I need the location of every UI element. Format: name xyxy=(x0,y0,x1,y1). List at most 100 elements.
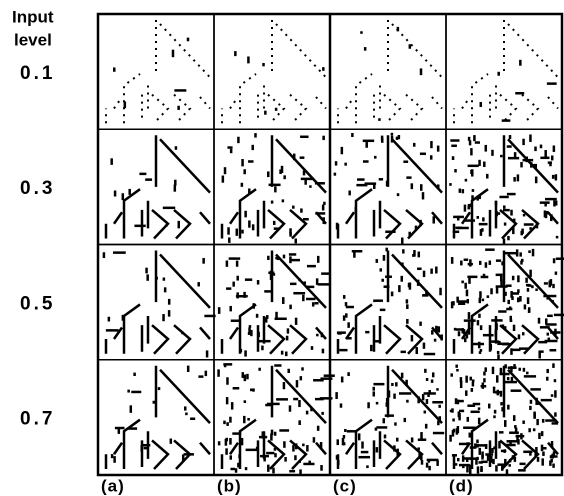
noise-dot xyxy=(235,294,248,298)
noise-dot xyxy=(335,392,338,400)
noise-dot xyxy=(239,348,243,353)
noise-dot xyxy=(451,430,455,437)
noise-dot xyxy=(478,297,482,304)
noise-dot xyxy=(491,319,503,322)
noise-dot xyxy=(509,315,513,322)
noise-dot xyxy=(460,260,463,266)
motif-staircase xyxy=(336,188,382,239)
noise-dot xyxy=(431,330,434,335)
motif-staircase xyxy=(104,303,150,354)
noise-dot xyxy=(518,367,521,371)
noise-dot xyxy=(289,231,292,237)
noise-dot xyxy=(436,145,440,152)
noise-dot xyxy=(481,451,484,458)
noise-dot xyxy=(110,454,114,459)
noise-dot xyxy=(512,324,516,332)
noise-dot xyxy=(538,350,544,353)
noise-dot xyxy=(552,451,556,456)
noise-dot xyxy=(113,67,116,72)
noise-dot xyxy=(339,348,348,352)
noise-dot xyxy=(478,222,488,226)
noise-dot xyxy=(177,220,181,229)
noise-dot xyxy=(174,89,187,92)
noise-dot xyxy=(236,275,239,281)
noise-dot xyxy=(407,282,411,288)
pattern-cell xyxy=(213,359,335,476)
noise-dot xyxy=(463,204,467,212)
noise-dot xyxy=(276,398,288,401)
noise-dot xyxy=(491,447,494,454)
noise-dot xyxy=(451,454,457,457)
noise-dot xyxy=(489,343,493,351)
noise-dot xyxy=(112,251,126,254)
pattern-cell xyxy=(329,13,447,130)
noise-dot xyxy=(113,190,117,197)
noise-dot xyxy=(471,189,475,192)
noise-dot xyxy=(512,227,515,235)
noise-dot xyxy=(289,282,297,286)
noise-dot xyxy=(336,439,340,446)
noise-dot xyxy=(521,332,525,336)
noise-dot xyxy=(373,299,376,303)
noise-dot xyxy=(298,400,301,408)
noise-dot xyxy=(367,402,370,409)
noise-dot xyxy=(543,294,557,298)
noise-dot xyxy=(504,380,517,384)
noise-dot xyxy=(530,162,533,168)
noise-dot xyxy=(549,455,553,459)
noise-dot xyxy=(497,354,500,361)
motif-staircase xyxy=(220,418,266,469)
noise-dot xyxy=(403,160,409,163)
noise-dot xyxy=(554,390,557,398)
noise-dot xyxy=(511,275,515,281)
noise-dot xyxy=(531,248,535,257)
noise-dot xyxy=(482,333,494,337)
noise-dot xyxy=(244,350,247,357)
noise-dot xyxy=(171,49,175,58)
noise-dot xyxy=(464,178,468,182)
noise-dot xyxy=(550,214,553,219)
noise-dot xyxy=(506,284,512,287)
noise-dot xyxy=(430,268,433,274)
noise-dot xyxy=(267,464,270,472)
noise-dot xyxy=(204,314,216,318)
noise-dot xyxy=(464,282,467,289)
noise-dot xyxy=(357,433,361,441)
noise-dot xyxy=(502,238,506,246)
noise-dot xyxy=(535,221,539,229)
noise-dot xyxy=(533,413,536,419)
noise-dot xyxy=(248,325,252,328)
noise-dot xyxy=(302,217,309,221)
noise-dot xyxy=(528,250,531,254)
noise-dot xyxy=(493,446,496,450)
noise-dot xyxy=(432,216,435,224)
noise-dot xyxy=(164,224,168,227)
noise-dot xyxy=(436,388,439,391)
noise-dot xyxy=(141,443,151,447)
noise-dot xyxy=(269,273,273,280)
noise-dot xyxy=(546,376,549,381)
noise-dot xyxy=(462,329,466,335)
noise-dot xyxy=(379,268,383,272)
noise-dot xyxy=(463,319,476,322)
noise-dot xyxy=(110,158,113,165)
noise-dot xyxy=(306,297,316,301)
noise-dot xyxy=(466,442,469,446)
noise-dot xyxy=(309,185,312,188)
noise-dot xyxy=(319,397,333,400)
noise-dot xyxy=(552,463,555,468)
noise-dot xyxy=(395,382,398,387)
noise-dot xyxy=(315,278,319,285)
noise-dot xyxy=(374,155,377,159)
noise-dot xyxy=(229,305,232,312)
noise-dot xyxy=(372,391,376,397)
noise-dot xyxy=(483,161,486,167)
noise-dot xyxy=(282,254,286,259)
noise-dot xyxy=(467,164,479,168)
noise-dot xyxy=(458,413,461,421)
noise-dot xyxy=(382,255,386,261)
noise-dot xyxy=(406,399,409,403)
noise-dot xyxy=(375,401,379,405)
noise-dot xyxy=(275,256,280,260)
noise-dot xyxy=(400,350,406,354)
